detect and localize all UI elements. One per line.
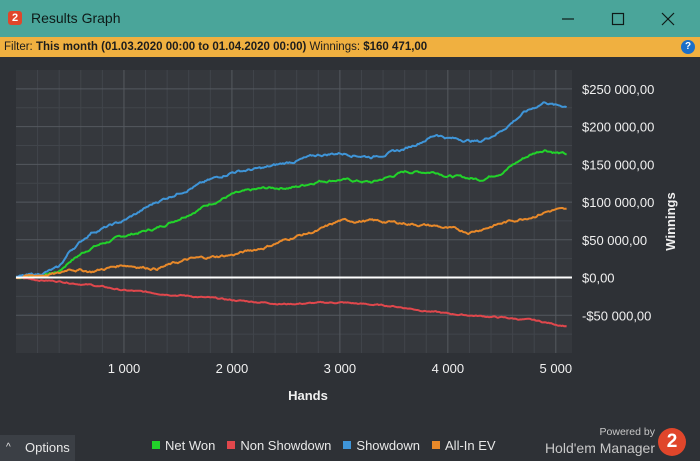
y-tick-label: $250 000,00 <box>582 82 654 97</box>
title-bar: 2 Results Graph <box>0 0 700 38</box>
branding: Powered by Hold'em Manager <box>540 426 655 457</box>
window-title: Results Graph <box>31 10 121 26</box>
y-tick-label: $200 000,00 <box>582 120 654 135</box>
y-tick-label: $50 000,00 <box>582 233 647 248</box>
options-button[interactable]: ^ Options <box>0 435 75 461</box>
x-tick-label: 2 000 <box>216 361 249 376</box>
filter-value[interactable]: This month (01.03.2020 00:00 to 01.04.20… <box>35 41 307 53</box>
legend-label: Non Showdown <box>240 438 332 453</box>
y-axis-title: Winnings <box>663 192 678 250</box>
series-line-net-won <box>15 149 568 280</box>
legend-item[interactable]: Net Won <box>152 438 215 453</box>
y-tick-label: $0,00 <box>582 271 615 286</box>
legend-label: Showdown <box>356 438 421 453</box>
results-chart: $250 000,00 $200 000,00 $150 000,00 $100 00… <box>15 70 678 403</box>
legend-swatch <box>432 441 441 449</box>
y-tick-label: $100 000,00 <box>582 195 654 210</box>
series-line-showdown <box>15 101 568 278</box>
plot-area <box>16 70 572 353</box>
legend-item[interactable]: Showdown <box>343 438 420 453</box>
legend-item[interactable]: All-In EV <box>432 438 496 453</box>
minimize-icon <box>562 18 574 20</box>
x-tick-label: 1 000 <box>108 361 141 376</box>
close-button[interactable] <box>643 0 693 37</box>
powered-by-text: Powered by <box>599 426 655 438</box>
filter-bar: Filter: This month (01.03.2020 00:00 to … <box>0 37 700 57</box>
app-logo-icon: 2 <box>8 11 22 25</box>
winnings-label: Winnings: <box>309 41 361 53</box>
series-line-non-showdown <box>16 276 567 328</box>
legend-swatch <box>343 441 352 449</box>
close-icon <box>661 12 675 26</box>
x-tick-label: 4 000 <box>432 361 465 376</box>
legend-swatch <box>227 441 236 449</box>
y-tick-label: $150 000,00 <box>582 157 654 172</box>
winnings-value: $160 471,00 <box>363 41 428 53</box>
legend-label: Net Won <box>165 438 216 453</box>
maximize-icon <box>611 12 625 26</box>
x-tick-label: 5 000 <box>540 361 573 376</box>
legend-item[interactable]: Non Showdown <box>227 438 331 453</box>
minimize-button[interactable] <box>543 0 593 37</box>
legend-swatch <box>152 441 160 449</box>
options-label: Options <box>25 440 70 455</box>
x-tick-label: 3 000 <box>324 361 357 376</box>
brand-logo-icon: 2 <box>658 428 686 456</box>
help-icon[interactable]: ? <box>681 40 695 54</box>
chevron-up-icon: ^ <box>6 442 11 453</box>
filter-label: Filter: <box>4 41 33 53</box>
x-axis-title: Hands <box>288 388 328 403</box>
legend-label: All-In EV <box>445 438 496 453</box>
brand-name: Hold'em Manager <box>544 440 655 456</box>
series-line-all-in-ev <box>15 207 567 280</box>
maximize-button[interactable] <box>593 0 643 37</box>
chart-legend: Net Won Non Showdown Showdown All-In EV <box>152 438 508 454</box>
y-tick-label: -$50 000,00 <box>582 308 651 323</box>
